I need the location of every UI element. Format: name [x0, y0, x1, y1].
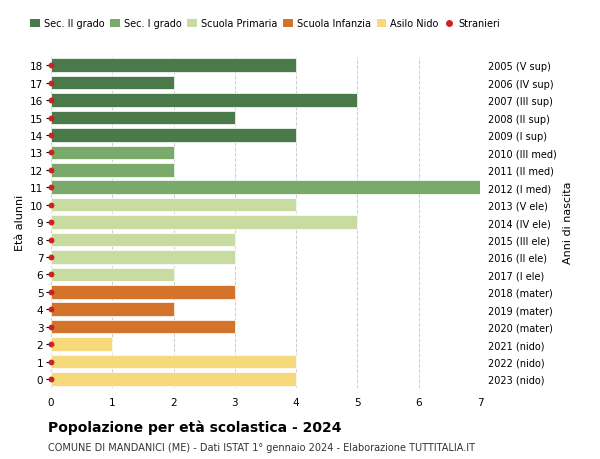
Bar [51, 337, 112, 351]
Bar [51, 355, 296, 369]
Text: COMUNE DI MANDANICI (ME) - Dati ISTAT 1° gennaio 2024 - Elaborazione TUTTITALIA.: COMUNE DI MANDANICI (ME) - Dati ISTAT 1°… [48, 442, 475, 452]
Bar [51, 303, 173, 316]
Bar [51, 216, 358, 230]
Bar [51, 320, 235, 334]
Legend: Sec. II grado, Sec. I grado, Scuola Primaria, Scuola Infanzia, Asilo Nido, Stran: Sec. II grado, Sec. I grado, Scuola Prim… [30, 19, 500, 29]
Bar [51, 112, 235, 125]
Bar [51, 77, 173, 90]
Bar [51, 268, 173, 281]
Bar [51, 198, 296, 212]
Bar [51, 59, 296, 73]
Y-axis label: Anni di nascita: Anni di nascita [563, 181, 574, 264]
Bar [51, 146, 173, 160]
Bar [51, 233, 235, 247]
Bar [51, 285, 235, 299]
Text: Popolazione per età scolastica - 2024: Popolazione per età scolastica - 2024 [48, 420, 341, 435]
Bar [51, 129, 296, 142]
Bar [51, 181, 480, 195]
Bar [51, 94, 358, 108]
Bar [51, 164, 173, 177]
Bar [51, 372, 296, 386]
Bar [51, 251, 235, 264]
Y-axis label: Età alunni: Età alunni [14, 195, 25, 251]
